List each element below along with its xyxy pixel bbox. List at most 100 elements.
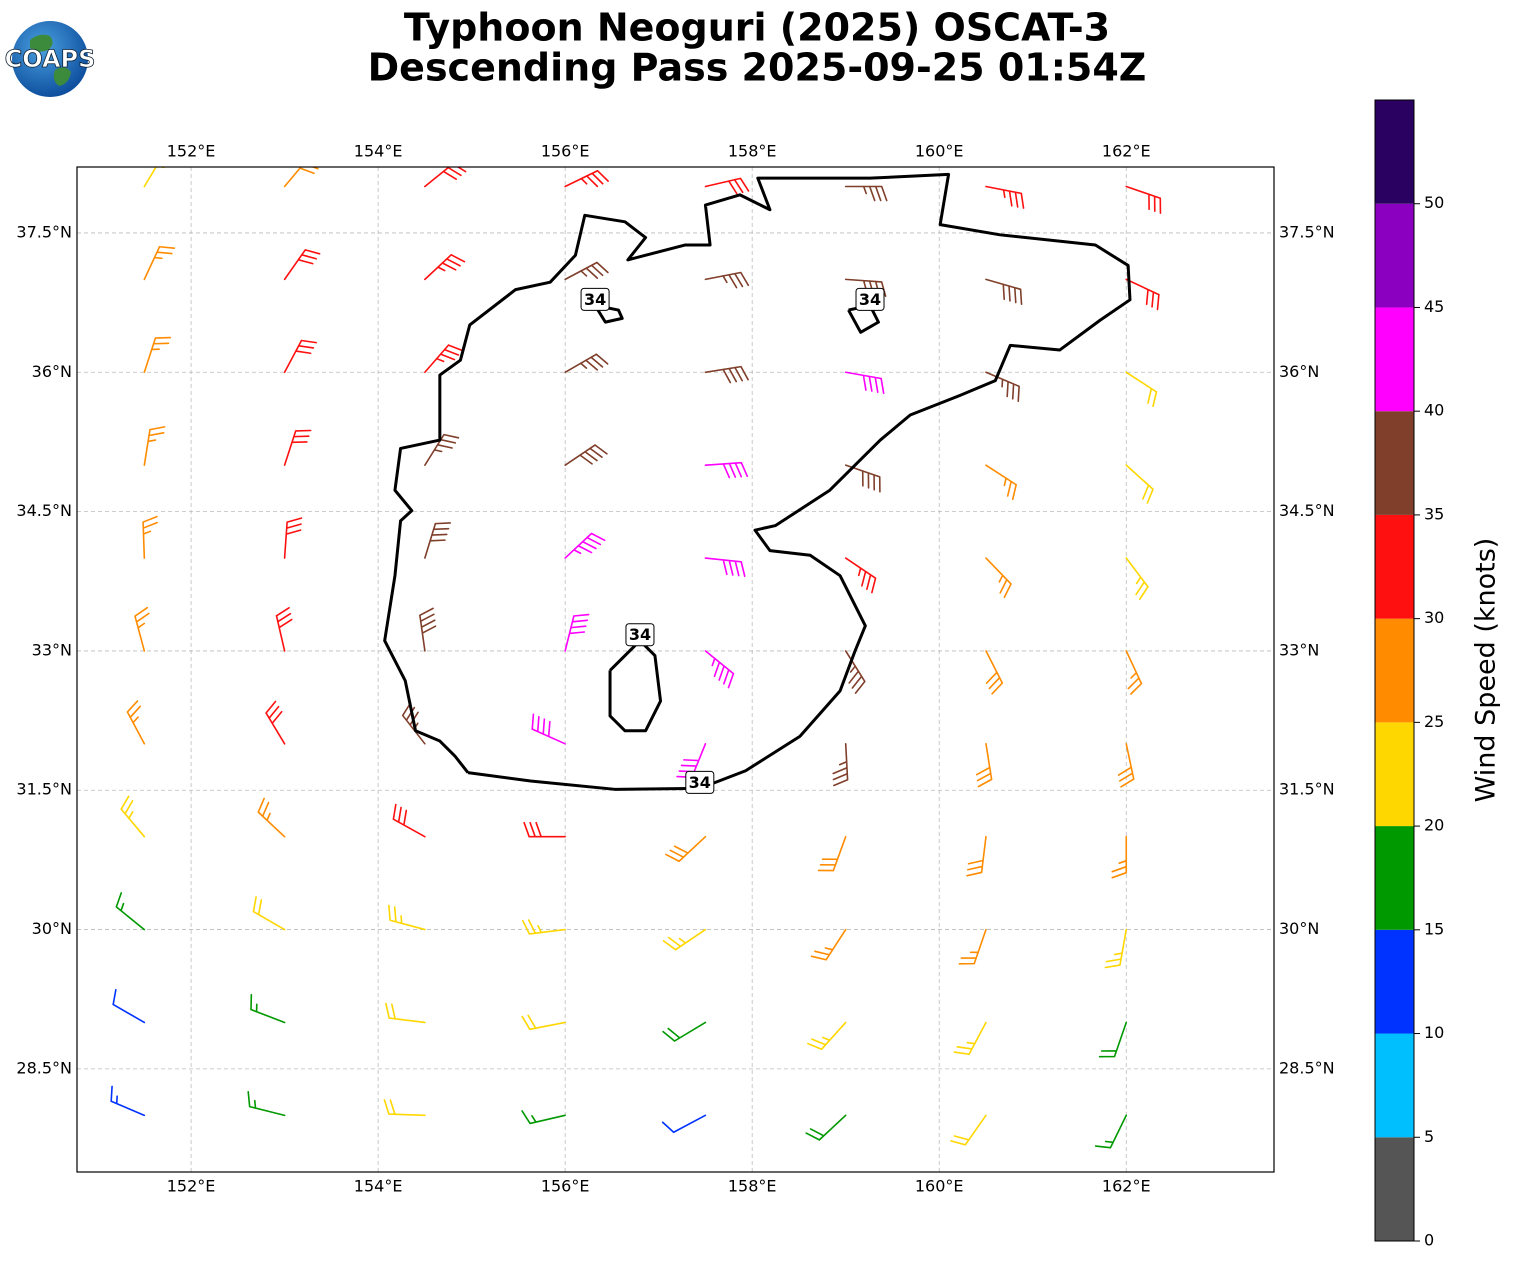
wind-barb <box>844 557 877 594</box>
wind-barb <box>1125 650 1143 695</box>
wind-barb <box>385 1002 426 1024</box>
x-tick-label: 162°E <box>1102 1177 1151 1196</box>
colorbar-segment <box>1375 100 1414 204</box>
contour-label-box <box>685 770 715 794</box>
colorbar-segment <box>1375 411 1414 515</box>
wind-barb <box>143 245 176 281</box>
colorbar-tick-label: 10 <box>1424 1023 1444 1042</box>
wind-barb <box>985 371 1020 402</box>
wind-barb <box>810 928 847 961</box>
wind-barb <box>521 919 566 935</box>
colorbar: 0 5 10 15 20 25 30 35 40 45 50 <box>1374 99 1444 1250</box>
x-tick-label: 154°E <box>354 1177 403 1196</box>
wind-barb <box>383 1099 426 1117</box>
colorbar-segment <box>1375 1137 1414 1241</box>
wind-barb <box>392 803 426 838</box>
wind-barb <box>388 904 426 931</box>
wind-barb <box>424 254 466 281</box>
contour-label: 34 <box>689 773 711 792</box>
wind-barb <box>564 261 609 281</box>
x-tick-label: 160°E <box>915 1177 964 1196</box>
wind-barb <box>807 1021 847 1051</box>
wind-barb <box>1111 835 1128 879</box>
wind-barb <box>1098 1021 1128 1058</box>
wind-barb <box>564 444 608 466</box>
wind-barb <box>142 515 158 559</box>
wind-barb <box>265 700 286 745</box>
wind-barb <box>1104 928 1128 969</box>
colorbar-label: Wind Speed (knots) <box>1471 538 1502 803</box>
colorbar-segment <box>1375 514 1414 619</box>
x-tick-label: 156°E <box>541 1177 590 1196</box>
colorbar-tick-label: 15 <box>1424 919 1444 938</box>
colorbar-tick-label: 45 <box>1424 297 1444 316</box>
logo-land <box>30 34 71 86</box>
y-tick-label: 36°N <box>1279 362 1319 381</box>
contour-line <box>383 172 1132 791</box>
ticks: 152°E 152°E 154°E 154°E 156°E 156°E 158°E 158°E… <box>16 142 1334 1196</box>
wind-barb <box>564 613 590 652</box>
contour-line <box>608 639 663 733</box>
colorbar-tick-label: 40 <box>1424 401 1444 420</box>
wind-barb <box>805 1114 847 1141</box>
wind-barb <box>564 169 609 188</box>
wind-barb <box>958 928 987 965</box>
wind-barb <box>531 713 566 745</box>
wind-barb <box>975 743 993 788</box>
wind-barb <box>143 336 172 374</box>
x-tick-label: 158°E <box>728 1177 777 1196</box>
colorbar-tick-label: 35 <box>1424 504 1444 523</box>
wind-barb <box>985 464 1017 501</box>
wind-barb <box>257 797 286 838</box>
colorbar-segment <box>1375 826 1414 930</box>
x-tick-label: 162°E <box>1102 142 1151 161</box>
colorbar-segment <box>1375 203 1414 308</box>
wind-barb <box>143 167 165 188</box>
chart-subtitle: Descending Pass 2025-09-25 01:54Z <box>368 46 1147 90</box>
x-tick-label: 152°E <box>167 142 216 161</box>
colorbar-tick-label: 5 <box>1424 1127 1434 1146</box>
x-tick-label: 154°E <box>354 142 403 161</box>
x-tick-label: 156°E <box>541 142 590 161</box>
wind-barb <box>419 607 437 652</box>
wind-barb <box>704 650 735 689</box>
colorbar-tick-label: 25 <box>1424 712 1444 731</box>
wind-barb <box>252 896 286 931</box>
wind-barb <box>844 464 881 493</box>
wind-barb <box>832 743 849 787</box>
wind-barb <box>704 271 750 289</box>
wind-barb <box>676 743 707 778</box>
wind-barb <box>985 557 1012 599</box>
wind-barb <box>817 835 847 872</box>
wind-barb <box>704 461 749 479</box>
y-tick-label: 36°N <box>32 362 72 381</box>
logo-text: COAPS <box>5 45 96 73</box>
wind-barb <box>1125 278 1160 311</box>
wind-barb <box>704 177 750 195</box>
contour-label-box <box>580 287 610 311</box>
wind-barb <box>564 353 609 374</box>
x-tick-label: 160°E <box>915 142 964 161</box>
logo: COAPS <box>4 21 96 97</box>
wind-barb <box>985 650 1004 695</box>
wind-barb <box>1117 743 1135 788</box>
wind-barb <box>120 795 146 838</box>
wind-barb <box>704 365 749 384</box>
contour-label: 34 <box>584 290 606 309</box>
colorbar-tick-label: 20 <box>1424 816 1444 835</box>
colorbar-frame <box>1374 99 1415 1242</box>
wind-barb <box>283 167 319 188</box>
colorbar-segment <box>1375 307 1414 412</box>
chart-title: Typhoon Neoguri (2025) OSCAT-3 <box>404 6 1110 50</box>
y-tick-label: 34.5°N <box>16 501 72 520</box>
grid <box>77 167 1274 1172</box>
colorbar-tick-label: 50 <box>1424 193 1444 212</box>
y-tick-label: 28.5°N <box>1279 1058 1335 1077</box>
wind-barb <box>134 606 150 652</box>
y-tick-label: 28.5°N <box>16 1058 72 1077</box>
colorbar-segment <box>1375 722 1414 827</box>
wind-barb <box>953 1021 987 1056</box>
wind-barb <box>283 517 303 559</box>
wind-barb <box>1094 1114 1128 1149</box>
wind-barb <box>844 185 888 202</box>
